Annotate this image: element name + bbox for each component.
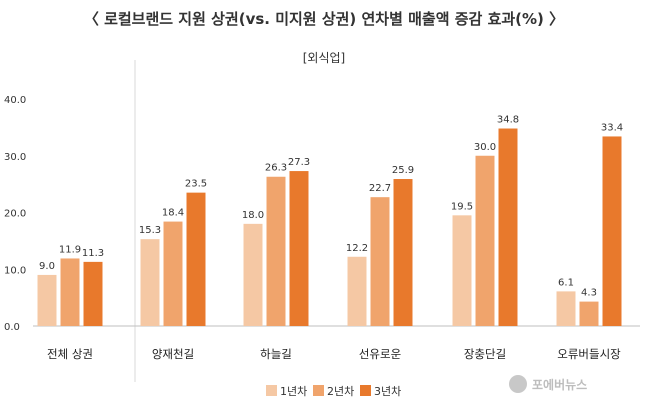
data-label: 27.3: [288, 157, 310, 168]
chart-title: 〈 로컬브랜드 지원 상권(vs. 미지원 상권) 연차별 매출액 증감 효과(…: [84, 10, 564, 28]
bar: [370, 197, 390, 326]
data-label: 18.0: [242, 210, 264, 221]
watermark-logo-icon: [509, 375, 527, 393]
bar: [452, 215, 472, 326]
watermark: 포에버뉴스: [509, 375, 587, 393]
data-label: 11.9: [59, 244, 81, 255]
category-label: 장충단길: [464, 347, 506, 361]
data-label: 23.5: [185, 179, 207, 190]
data-label: 19.5: [451, 201, 473, 212]
data-label: 34.8: [497, 115, 519, 126]
category-label: 하늘길: [260, 347, 292, 361]
bar: [602, 136, 622, 326]
bar: [243, 223, 263, 326]
bar: [186, 192, 206, 326]
bar: [37, 274, 57, 326]
bar: [579, 301, 599, 326]
data-label: 22.7: [369, 183, 391, 194]
data-label: 6.1: [558, 277, 574, 288]
bar: [60, 258, 80, 326]
legend-swatch: [360, 385, 371, 396]
data-label: 4.3: [581, 288, 597, 299]
data-label: 9.0: [39, 261, 55, 272]
category-label: 양재천길: [152, 347, 194, 361]
legend-label: 3년차: [374, 385, 401, 398]
legend-swatch: [266, 385, 277, 396]
y-tick-label: 40.0: [4, 95, 26, 106]
data-label: 33.4: [601, 122, 623, 133]
bar: [475, 155, 495, 326]
data-label: 18.4: [162, 208, 184, 219]
data-label: 25.9: [392, 165, 414, 176]
category-label: 전체 상권: [47, 347, 93, 361]
data-label: 12.2: [346, 243, 368, 254]
data-label: 11.3: [82, 248, 104, 259]
y-tick-label: 20.0: [4, 209, 26, 220]
bar: [498, 128, 518, 326]
chart-subtitle: [외식업]: [303, 51, 345, 65]
legend-swatch: [313, 385, 324, 396]
data-label: 30.0: [474, 142, 496, 153]
bar: [140, 239, 160, 326]
bar: [347, 256, 367, 326]
category-label: 선유로운: [359, 347, 401, 361]
y-tick-label: 0.0: [4, 322, 20, 333]
legend: 1년차 2년차 3년차: [266, 385, 401, 398]
bar: [83, 261, 103, 326]
legend-label: 1년차: [280, 385, 307, 398]
data-label: 26.3: [265, 163, 287, 174]
data-label: 15.3: [139, 225, 161, 236]
bar: [556, 291, 576, 326]
bar: [393, 179, 413, 326]
y-axis: 0.0 10.0 20.0 30.0 40.0: [4, 95, 26, 333]
bar: [266, 176, 286, 326]
category-label: 오류버들시장: [557, 347, 621, 361]
y-tick-label: 10.0: [4, 265, 26, 276]
watermark-text: 포에버뉴스: [532, 377, 587, 392]
bar: [289, 171, 309, 326]
legend-label: 2년차: [327, 385, 354, 398]
bar: [163, 221, 183, 326]
y-tick-label: 30.0: [4, 152, 26, 163]
bars: 9.0 11.9 11.3 전체 상권 15.318.4 23.5 양재천길 18.0 26.3…: [37, 115, 623, 361]
